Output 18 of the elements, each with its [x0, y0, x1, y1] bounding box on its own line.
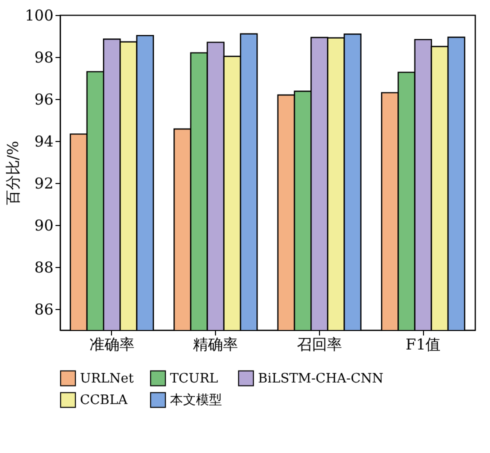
y-tick-label: 86 [34, 300, 54, 318]
y-tick-label: 88 [34, 258, 54, 276]
legend-label: CCBLA [80, 393, 128, 408]
y-tick-label: 98 [34, 48, 54, 66]
y-tick-label: 96 [34, 90, 54, 108]
y-tick-label: 92 [34, 174, 54, 192]
legend-label: URLNet [80, 371, 134, 386]
x-tick-label: 准确率 [89, 336, 134, 354]
x-tick-label: 召回率 [296, 336, 342, 354]
x-tick-label: 精确率 [193, 336, 238, 354]
y-tick-label: 100 [24, 6, 54, 24]
y-tick-label: 94 [34, 132, 54, 150]
legend-label: 本文模型 [170, 393, 222, 408]
legend-label: BiLSTM-CHA-CNN [258, 371, 384, 386]
y-tick-label: 90 [34, 216, 54, 234]
y-axis-title: 百分比/% [4, 140, 22, 206]
x-tick-label: F1值 [406, 336, 441, 354]
legend-label: TCURL [170, 371, 218, 386]
